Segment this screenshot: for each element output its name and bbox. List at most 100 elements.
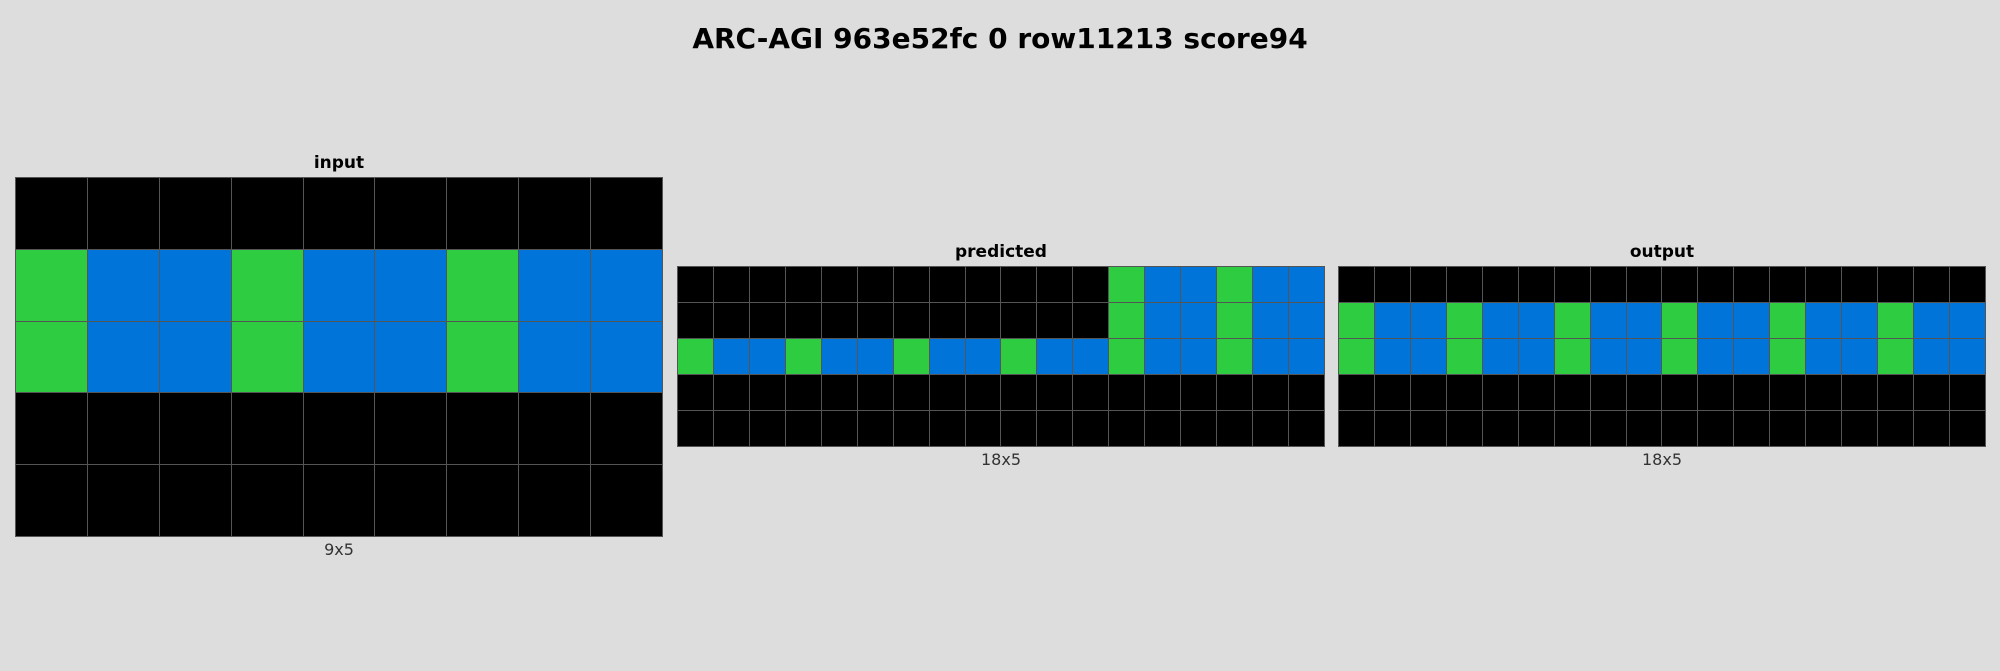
predicted-cell-r4-c17 — [1289, 411, 1324, 446]
input-grid — [15, 177, 663, 537]
output-cell-r4-c13 — [1806, 411, 1842, 446]
output-cell-r1-c17 — [1950, 303, 1985, 338]
output-cell-r0-c8 — [1626, 267, 1662, 302]
predicted-panel-title: predicted — [955, 242, 1047, 262]
output-cell-r0-c17 — [1950, 267, 1985, 302]
predicted-cell-r1-c0 — [678, 303, 713, 338]
input-cell-r0-c5 — [375, 178, 447, 249]
predicted-cell-r2-c12 — [1109, 339, 1145, 374]
predicted-cell-r3-c14 — [1181, 375, 1217, 410]
output-cell-r0-c6 — [1554, 267, 1590, 302]
output-cell-r2-c8 — [1626, 339, 1662, 374]
predicted-cell-r3-c17 — [1289, 375, 1324, 410]
output-cell-r4-c15 — [1878, 411, 1914, 446]
output-cell-r0-c11 — [1734, 267, 1770, 302]
output-cell-r4-c17 — [1950, 411, 1985, 446]
predicted-dims-label: 18x5 — [980, 450, 1021, 469]
input-cell-r3-c0 — [16, 393, 87, 465]
output-cell-r2-c17 — [1950, 339, 1985, 374]
input-cell-r2-c6 — [447, 321, 519, 393]
input-cell-r4-c3 — [231, 465, 303, 536]
input-cell-r0-c1 — [87, 178, 159, 249]
predicted-cell-r1-c11 — [1073, 303, 1109, 338]
input-cell-r2-c0 — [16, 321, 87, 393]
predicted-cell-r2-c3 — [785, 339, 821, 374]
input-cell-r2-c4 — [303, 321, 375, 393]
output-cell-r1-c11 — [1734, 303, 1770, 338]
output-cell-r2-c10 — [1698, 339, 1734, 374]
output-cell-r2-c14 — [1842, 339, 1878, 374]
predicted-cell-r4-c9 — [1001, 411, 1037, 446]
output-cell-r4-c0 — [1339, 411, 1374, 446]
predicted-cell-r4-c10 — [1037, 411, 1073, 446]
output-cell-r3-c6 — [1554, 375, 1590, 410]
output-cell-r3-c12 — [1770, 375, 1806, 410]
output-cell-r1-c13 — [1806, 303, 1842, 338]
output-cell-r2-c4 — [1482, 339, 1518, 374]
output-cell-r0-c1 — [1374, 267, 1410, 302]
predicted-cell-r1-c1 — [713, 303, 749, 338]
output-cell-r2-c0 — [1339, 339, 1374, 374]
input-cell-r4-c1 — [87, 465, 159, 536]
output-cell-r1-c9 — [1662, 303, 1698, 338]
predicted-cell-r4-c5 — [857, 411, 893, 446]
predicted-cell-r2-c11 — [1073, 339, 1109, 374]
predicted-cell-r1-c2 — [749, 303, 785, 338]
output-cell-r0-c4 — [1482, 267, 1518, 302]
predicted-cell-r4-c1 — [713, 411, 749, 446]
output-cell-r3-c5 — [1518, 375, 1554, 410]
output-cell-r4-c11 — [1734, 411, 1770, 446]
output-grid — [1338, 266, 1986, 447]
output-cell-r2-c1 — [1374, 339, 1410, 374]
output-cell-r1-c1 — [1374, 303, 1410, 338]
input-cell-r2-c3 — [231, 321, 303, 393]
predicted-cell-r3-c10 — [1037, 375, 1073, 410]
predicted-cell-r1-c13 — [1145, 303, 1181, 338]
predicted-cell-r1-c9 — [1001, 303, 1037, 338]
input-cell-r2-c8 — [591, 321, 662, 393]
output-cell-r0-c12 — [1770, 267, 1806, 302]
output-cell-r2-c7 — [1590, 339, 1626, 374]
predicted-cell-r4-c2 — [749, 411, 785, 446]
predicted-cell-r2-c15 — [1217, 339, 1253, 374]
output-cell-r0-c2 — [1410, 267, 1446, 302]
output-panel: output 18x5 — [1338, 240, 1986, 470]
output-cell-r1-c14 — [1842, 303, 1878, 338]
input-cell-r0-c3 — [231, 178, 303, 249]
predicted-cell-r0-c17 — [1289, 267, 1324, 302]
input-cell-r1-c2 — [159, 249, 231, 321]
predicted-cell-r2-c5 — [857, 339, 893, 374]
output-cell-r3-c1 — [1374, 375, 1410, 410]
input-cell-r4-c8 — [591, 465, 662, 536]
predicted-cell-r1-c3 — [785, 303, 821, 338]
predicted-cell-r2-c1 — [713, 339, 749, 374]
page-title: ARC-AGI 963e52fc 0 row11213 score94 — [692, 22, 1308, 55]
input-cell-r4-c4 — [303, 465, 375, 536]
output-cell-r4-c2 — [1410, 411, 1446, 446]
output-cell-r2-c3 — [1446, 339, 1482, 374]
output-cell-r0-c3 — [1446, 267, 1482, 302]
predicted-cell-r4-c8 — [965, 411, 1001, 446]
output-cell-r3-c4 — [1482, 375, 1518, 410]
predicted-cell-r2-c9 — [1001, 339, 1037, 374]
predicted-cell-r3-c11 — [1073, 375, 1109, 410]
predicted-cell-r0-c7 — [929, 267, 965, 302]
predicted-cell-r1-c12 — [1109, 303, 1145, 338]
input-cell-r3-c5 — [375, 393, 447, 465]
output-cell-r4-c14 — [1842, 411, 1878, 446]
input-cell-r4-c5 — [375, 465, 447, 536]
output-cell-r1-c16 — [1914, 303, 1950, 338]
predicted-cell-r3-c8 — [965, 375, 1001, 410]
output-cell-r3-c11 — [1734, 375, 1770, 410]
input-cell-r3-c2 — [159, 393, 231, 465]
predicted-cell-r0-c10 — [1037, 267, 1073, 302]
predicted-cell-r0-c2 — [749, 267, 785, 302]
input-cell-r2-c1 — [87, 321, 159, 393]
output-cell-r1-c10 — [1698, 303, 1734, 338]
output-cell-r3-c15 — [1878, 375, 1914, 410]
predicted-cell-r1-c16 — [1253, 303, 1289, 338]
output-cell-r1-c0 — [1339, 303, 1374, 338]
input-cell-r4-c6 — [447, 465, 519, 536]
output-cell-r2-c12 — [1770, 339, 1806, 374]
input-cell-r0-c0 — [16, 178, 87, 249]
